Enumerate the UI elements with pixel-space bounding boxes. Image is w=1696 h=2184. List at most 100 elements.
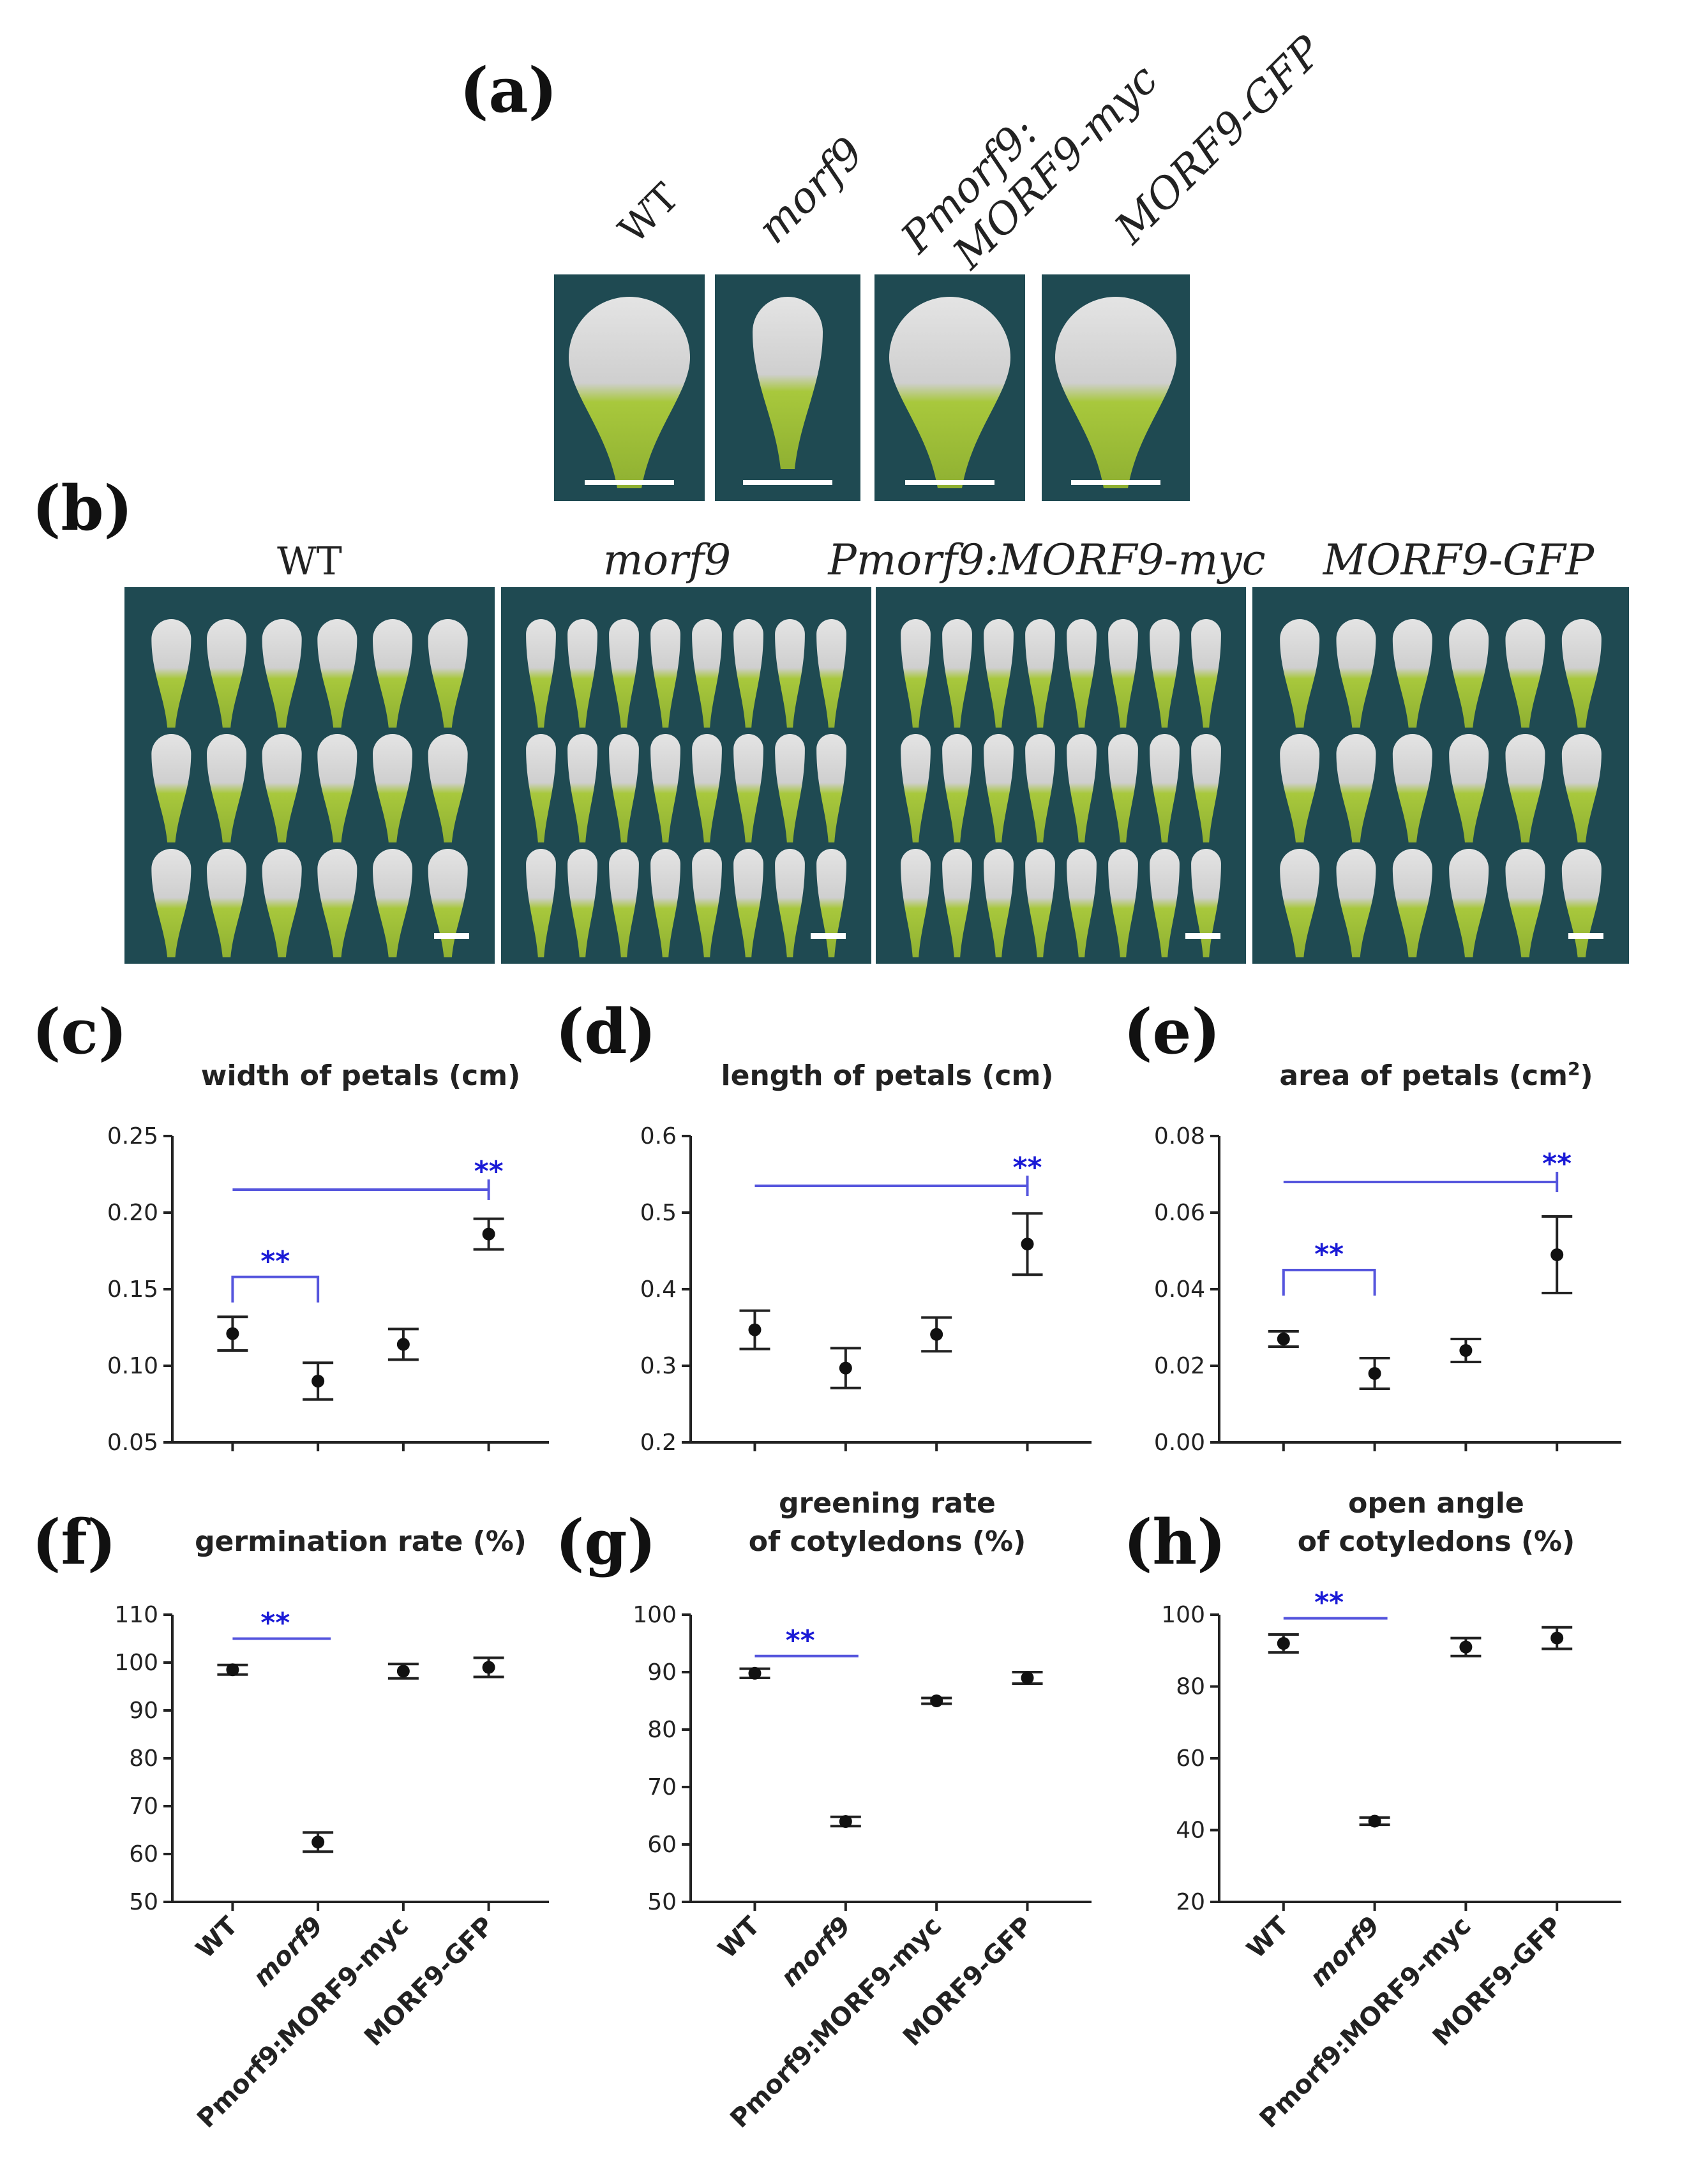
data-point-2 — [1450, 1636, 1482, 1657]
petal-image — [151, 849, 191, 957]
mean-marker — [396, 1338, 410, 1351]
petal-image — [1108, 849, 1138, 957]
petal-image — [1150, 619, 1180, 728]
scale-bar — [811, 933, 846, 939]
chart-f: (f) germination rate (%) 50 60 70 80 90 100 110 W… — [32, 1506, 549, 2134]
petal-image — [526, 849, 556, 957]
axes — [689, 1615, 1092, 1903]
x-tick-label-group: WT — [1242, 1911, 1295, 1964]
petal-image — [207, 734, 246, 842]
axes — [1218, 1615, 1621, 1903]
y-tick-label: 0.20 — [107, 1200, 158, 1226]
mean-marker — [1459, 1344, 1473, 1357]
petal-image — [650, 619, 680, 728]
significance-stars: ** — [260, 1607, 290, 1640]
petal-image — [1055, 297, 1176, 488]
petal-image — [1392, 733, 1432, 842]
mean-marker — [396, 1664, 410, 1678]
petal-image — [901, 849, 931, 957]
petal-image — [609, 619, 639, 728]
mean-marker — [1368, 1814, 1381, 1828]
significance-line — [1283, 1172, 1559, 1192]
data-point-3 — [1542, 1626, 1573, 1650]
y-tick-label: 60 — [647, 1832, 677, 1858]
y-tick-label: 60 — [129, 1841, 158, 1867]
petal-image — [1336, 618, 1376, 728]
petal-image — [733, 849, 763, 957]
petal-image — [207, 849, 246, 957]
chart-e: (e) area of petals (cm2) 0.00 0.02 0.04 0.06 0… — [1123, 996, 1621, 1456]
petal-image — [567, 849, 597, 957]
petal-image — [1449, 733, 1489, 842]
data-point-0 — [1268, 1633, 1299, 1654]
significance-stars: ** — [260, 1245, 290, 1278]
panel-letter: (h) — [1123, 1506, 1226, 1578]
significance-marker: ** — [1282, 1238, 1376, 1296]
data-point-1 — [830, 1347, 861, 1389]
y-tick-label: 100 — [633, 1602, 677, 1628]
data-point-2 — [387, 1663, 419, 1680]
petal-image — [1561, 618, 1602, 728]
data-point-2 — [921, 1694, 952, 1707]
mean-marker — [1021, 1672, 1034, 1684]
petal-image — [984, 734, 1014, 842]
petal-image — [1505, 618, 1545, 728]
petal-image — [733, 619, 763, 728]
petal-image — [1392, 849, 1432, 957]
y-tick-label: 0.4 — [640, 1276, 677, 1303]
y-tick-label: 0.25 — [107, 1123, 158, 1149]
scale-bar — [1568, 933, 1603, 939]
significance-marker: ** — [232, 1607, 331, 1640]
petal-image — [816, 849, 846, 957]
data-point-2 — [921, 1316, 952, 1353]
significance-stars: ** — [1314, 1587, 1344, 1619]
petal-image — [609, 734, 639, 842]
data-point-0 — [217, 1315, 248, 1352]
chart-c: (c) width of petals (cm) 0.05 0.10 0.15 0.20 0… — [32, 996, 549, 1456]
y-tick-label: 0.6 — [640, 1123, 677, 1149]
petal-image — [816, 619, 846, 728]
mean-marker — [311, 1836, 325, 1849]
petal-image — [317, 619, 357, 728]
mean-marker — [1368, 1367, 1381, 1380]
y-tick-label: 90 — [647, 1659, 677, 1686]
scale-bar — [585, 480, 674, 485]
petal-image — [428, 618, 468, 728]
data-point-1 — [1359, 1357, 1390, 1390]
petal-image — [901, 619, 931, 728]
scale-bar — [905, 480, 994, 485]
x-tick-label-group: WT — [713, 1911, 767, 1964]
mean-marker — [482, 1227, 495, 1241]
data-point-0 — [739, 1309, 770, 1350]
petal-image — [373, 619, 412, 728]
significance-stars: ** — [786, 1624, 815, 1657]
petal-image — [753, 297, 823, 469]
petal-image — [692, 619, 722, 728]
panel-letter: (g) — [555, 1506, 656, 1578]
y-tick-label: 80 — [129, 1746, 158, 1772]
petal-image — [733, 734, 763, 842]
y-tick-label: 0.06 — [1154, 1200, 1205, 1226]
petal-image — [1449, 618, 1489, 728]
petal-image — [1191, 734, 1221, 842]
y-tick-label: 90 — [129, 1698, 158, 1724]
mean-marker — [839, 1361, 852, 1375]
petal-image — [1505, 849, 1545, 957]
significance-stars: ** — [1314, 1238, 1344, 1271]
petal-image — [984, 619, 1014, 728]
petal-image — [262, 849, 302, 957]
petal-image — [1025, 734, 1055, 842]
petal-image — [1067, 849, 1097, 957]
petal-image — [151, 619, 191, 728]
petal-image — [816, 734, 846, 842]
chart-title-line2: of cotyledons (%) — [749, 1525, 1026, 1558]
petal-image — [942, 619, 972, 728]
petal-image — [1561, 849, 1602, 957]
significance-stars: ** — [474, 1155, 504, 1188]
x-tick-label: morf9 — [1304, 1911, 1385, 1993]
panel-letter-a: (a) — [460, 54, 557, 126]
data-point-0 — [217, 1663, 248, 1677]
panel-letter: (d) — [555, 996, 656, 1068]
y-tick-label: 0.08 — [1154, 1123, 1205, 1149]
mean-marker — [930, 1328, 943, 1341]
